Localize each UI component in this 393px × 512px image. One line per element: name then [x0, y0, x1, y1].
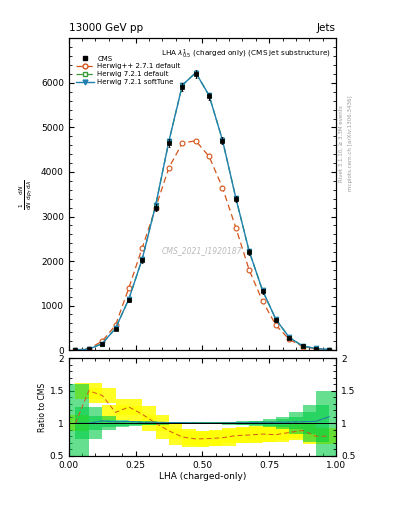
Text: Jets: Jets	[317, 23, 336, 33]
Text: CMS_2021_I1920187: CMS_2021_I1920187	[162, 246, 242, 255]
Y-axis label: Ratio to CMS: Ratio to CMS	[38, 382, 47, 432]
X-axis label: LHA (charged-only): LHA (charged-only)	[159, 472, 246, 481]
Text: 13000 GeV pp: 13000 GeV pp	[69, 23, 143, 33]
Text: $\frac{1}{\mathrm{d}N}\,\frac{\mathrm{d}N}{\mathrm{d}p_T\,\mathrm{d}\lambda}$: $\frac{1}{\mathrm{d}N}\,\frac{\mathrm{d}…	[17, 179, 35, 209]
Text: Rivet 3.1.10, ≥ 3.3M events: Rivet 3.1.10, ≥ 3.3M events	[339, 105, 344, 182]
Text: mcplots.cern.ch [arXiv:1306.3436]: mcplots.cern.ch [arXiv:1306.3436]	[348, 96, 353, 191]
Legend: CMS, Herwig++ 2.7.1 default, Herwig 7.2.1 default, Herwig 7.2.1 softTune: CMS, Herwig++ 2.7.1 default, Herwig 7.2.…	[75, 54, 182, 87]
Text: LHA $\lambda^1_{0.5}$ (charged only) (CMS jet substructure): LHA $\lambda^1_{0.5}$ (charged only) (CM…	[161, 48, 331, 61]
